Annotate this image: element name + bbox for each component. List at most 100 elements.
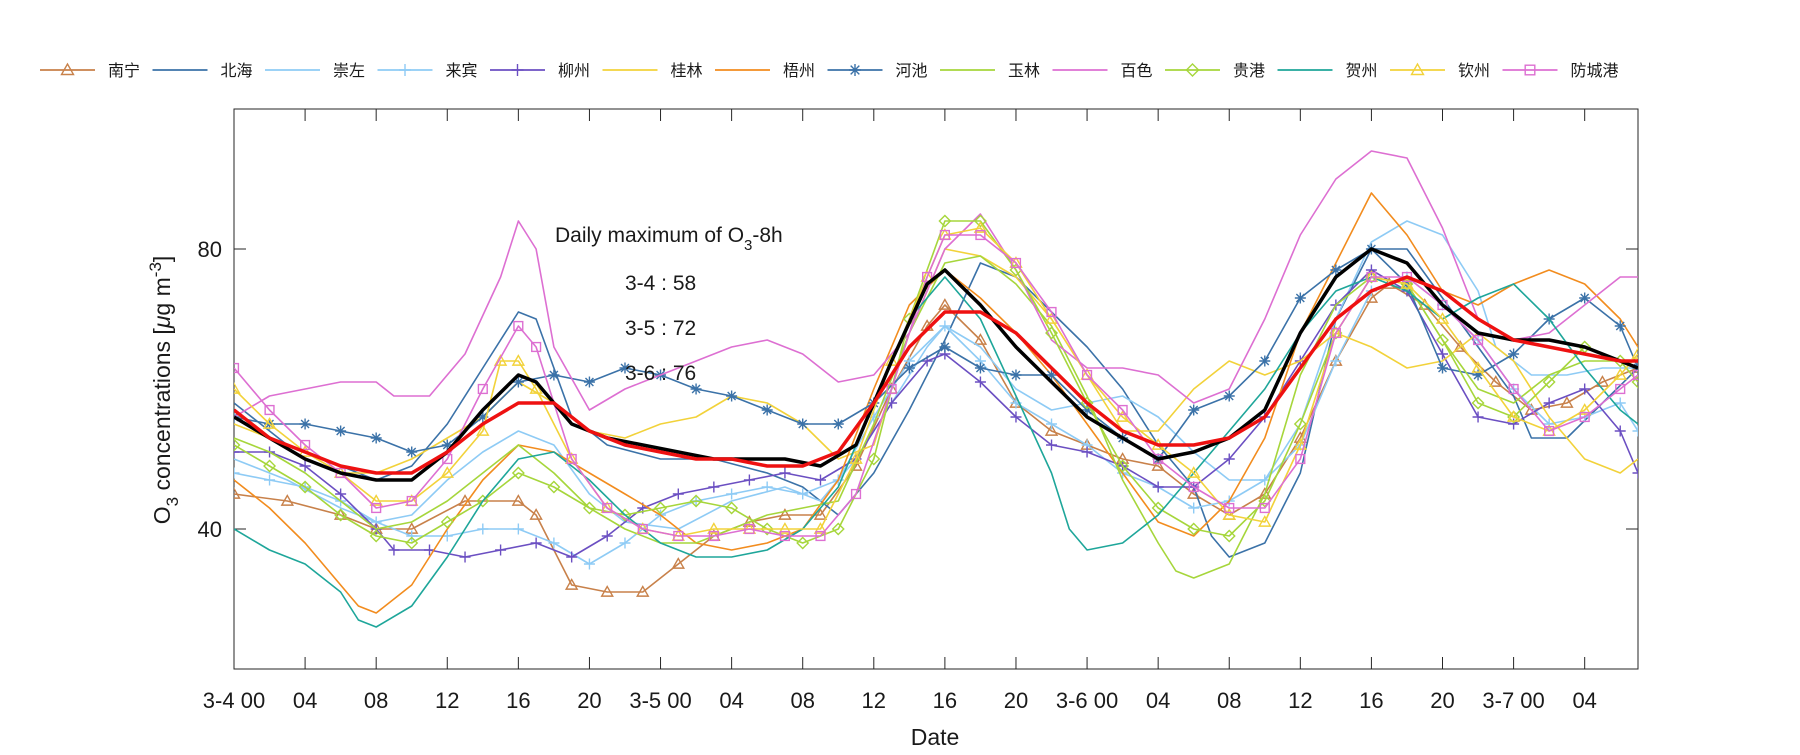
legend-label: 桂林	[671, 62, 703, 80]
legend-marker	[1524, 64, 1536, 76]
data-point	[922, 271, 933, 283]
y-tick-label: 40	[198, 517, 222, 542]
data-point	[868, 411, 880, 423]
data-point	[743, 474, 755, 486]
data-point	[1330, 264, 1342, 276]
data-point	[850, 488, 862, 500]
data-point	[1437, 299, 1448, 311]
x-tick-label: 04	[293, 688, 317, 713]
x-tick-label: 12	[435, 688, 459, 713]
data-point	[495, 544, 507, 556]
data-point	[1115, 410, 1130, 422]
legend-item: 玉林	[940, 62, 1040, 80]
legend-label: 贵港	[1233, 62, 1265, 80]
series-3	[234, 220, 1638, 530]
annotation-line-1: 3-4 : 58	[625, 272, 696, 295]
data-point	[1542, 375, 1556, 389]
data-point	[1595, 375, 1610, 387]
y-tick-label: 80	[198, 237, 222, 262]
data-point	[671, 557, 686, 569]
data-point	[1543, 418, 1555, 430]
data-point	[1365, 264, 1377, 276]
x-tick-label: 20	[1004, 688, 1028, 713]
data-point	[778, 522, 792, 534]
data-point	[1188, 502, 1200, 514]
data-point	[476, 424, 490, 436]
x-tick-label: 04	[1572, 688, 1596, 713]
legend-marker	[849, 64, 861, 76]
data-point	[761, 481, 773, 493]
data-point	[234, 438, 241, 452]
data-point	[1259, 502, 1270, 514]
data-point	[1400, 277, 1414, 289]
x-tick-label: 08	[364, 688, 388, 713]
data-point	[1472, 411, 1484, 423]
annotation-box: Daily maximum of O3-8h 3-4 : 58 3-5 : 72…	[555, 224, 783, 385]
data-point	[636, 585, 650, 597]
data-point	[1631, 375, 1638, 389]
data-point	[262, 417, 277, 429]
data-point	[939, 341, 951, 353]
data-point	[1400, 277, 1414, 291]
data-point	[760, 522, 774, 536]
data-point	[1151, 459, 1165, 471]
data-point	[673, 530, 684, 542]
data-point	[1632, 425, 1638, 437]
data-point	[299, 418, 311, 430]
data-point	[707, 522, 721, 534]
data-point	[1293, 417, 1307, 431]
series-15	[234, 247, 1638, 482]
data-point	[796, 536, 810, 550]
data-point	[440, 515, 454, 529]
series-11	[234, 214, 1638, 550]
data-point	[299, 439, 311, 451]
data-point	[1436, 333, 1449, 347]
series-line	[234, 276, 1638, 628]
data-point	[1152, 481, 1164, 493]
data-point	[1293, 438, 1308, 450]
data-point	[511, 466, 525, 480]
annotation-title: Daily maximum of O3-8h	[555, 224, 783, 254]
data-point	[1081, 369, 1093, 381]
data-point	[566, 453, 577, 465]
data-point	[529, 508, 543, 520]
plot-area	[233, 108, 1639, 670]
legend-label: 北海	[221, 62, 253, 80]
data-point	[744, 523, 755, 535]
data-point	[1117, 404, 1128, 416]
data-point	[548, 537, 560, 549]
data-point	[1579, 411, 1590, 423]
data-point	[234, 487, 241, 499]
data-point	[1472, 369, 1484, 381]
series-line	[234, 220, 1638, 544]
data-point	[234, 382, 241, 394]
x-tick-label: 12	[1288, 688, 1312, 713]
data-point	[1632, 467, 1638, 479]
legend-item: 南宁	[40, 62, 140, 80]
data-point	[1489, 375, 1503, 387]
legend-label: 百色	[1121, 62, 1153, 80]
x-tick-label: 3-7 00	[1482, 688, 1544, 713]
data-point	[263, 459, 277, 473]
series-line	[234, 275, 1638, 475]
data-point	[813, 522, 828, 534]
data-point	[726, 488, 738, 500]
data-point	[1081, 446, 1093, 458]
data-point	[672, 488, 684, 500]
data-point	[1046, 418, 1058, 430]
data-point	[1010, 257, 1022, 269]
data-point	[1507, 410, 1521, 424]
data-point	[1044, 424, 1059, 436]
data-point	[1045, 326, 1059, 340]
data-point	[1010, 369, 1022, 381]
data-point	[1223, 453, 1235, 465]
data-point	[1364, 270, 1378, 284]
data-point	[601, 530, 613, 542]
data-point	[459, 551, 471, 563]
data-point	[335, 488, 347, 500]
data-point	[477, 523, 489, 535]
legend-item: 贺州	[1277, 62, 1378, 80]
data-point	[1508, 348, 1520, 360]
legend-item: 来宾	[377, 62, 478, 80]
x-tick-label: 20	[1430, 688, 1454, 713]
